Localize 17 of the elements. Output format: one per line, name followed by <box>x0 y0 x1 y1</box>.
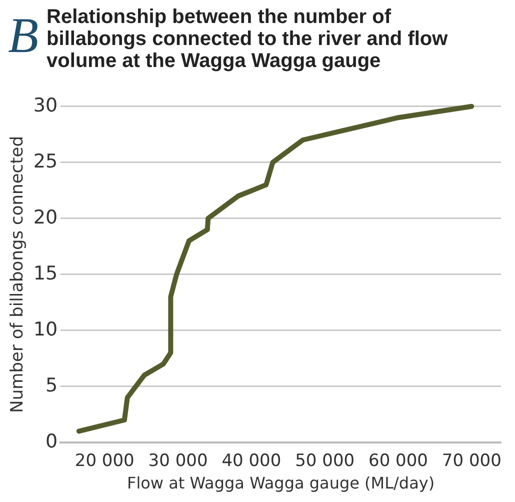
y-tick-label: 15 <box>33 262 58 284</box>
chart-title: Relationship between the number of billabongs connected to the river and flow volume at the Wagga Wagga gauge <box>46 6 449 72</box>
y-tick-label: 5 <box>45 374 58 396</box>
x-tick-label: 70 000 <box>442 451 502 472</box>
x-tick-label: 60 000 <box>368 451 428 472</box>
x-tick-label: 40 000 <box>222 451 282 472</box>
x-tick-label: 30 000 <box>148 451 208 472</box>
y-tick-label: 25 <box>33 150 58 172</box>
y-tick-label: 30 <box>33 94 58 116</box>
y-axis-title: Number of billabongs connected <box>8 136 28 413</box>
y-tick-label: 20 <box>33 206 58 228</box>
x-tick-label: 20 000 <box>74 451 134 472</box>
y-tick-label: 0 <box>45 430 58 452</box>
text: B <box>8 7 39 63</box>
x-tick-label: 50 000 <box>295 451 355 472</box>
y-tick-label: 10 <box>33 318 58 340</box>
x-axis-title: Flow at Wagga Wagga gauge (ML/day) <box>126 474 435 493</box>
